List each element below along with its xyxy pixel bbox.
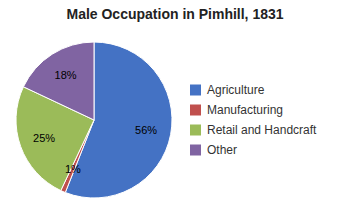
legend-swatch <box>190 125 201 136</box>
data-label: 1% <box>65 163 81 175</box>
data-label: 25% <box>33 132 55 144</box>
legend-swatch <box>190 85 201 96</box>
legend-label: Retail and Handcraft <box>207 123 317 137</box>
data-label: 56% <box>135 124 157 136</box>
legend-swatch <box>190 145 201 156</box>
legend-label: Other <box>207 143 237 157</box>
chart-title: Male Occupation in Pimhill, 1831 <box>66 6 283 22</box>
data-label: 18% <box>55 69 77 81</box>
legend-label: Manufacturing <box>207 103 283 117</box>
data-labels: 56% 1% 25% 18% <box>33 69 157 174</box>
pie <box>16 42 172 198</box>
legend-label: Agriculture <box>207 83 265 97</box>
legend-swatch <box>190 105 201 116</box>
pie-slice <box>23 42 94 120</box>
chart: Male Occupation in Pimhill, 1831 56% 1% 25%… <box>0 0 350 210</box>
legend: Agriculture Manufacturing Retail and Handc… <box>190 83 317 157</box>
